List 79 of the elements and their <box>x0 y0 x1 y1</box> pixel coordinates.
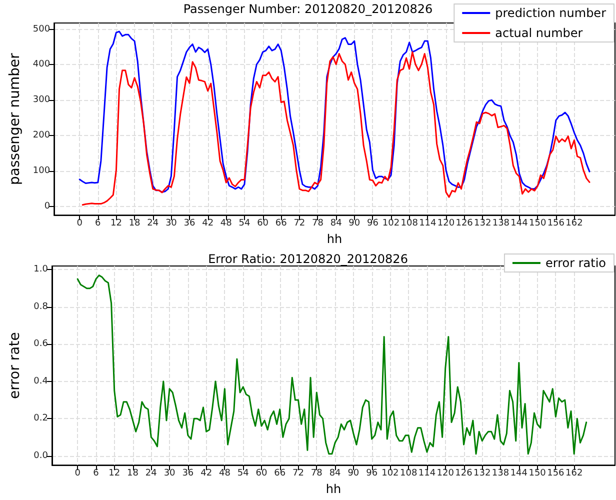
x-tick-label: 126 <box>455 468 473 479</box>
x-axis-title: hh <box>326 232 342 246</box>
y-tick-label: 0.4 <box>34 376 48 386</box>
x-tick-label: 102 <box>382 218 400 229</box>
x-tick-label: 12 <box>110 218 122 229</box>
x-tick-label: 150 <box>528 468 546 479</box>
x-tick-label: 54 <box>238 218 250 229</box>
y-tick-label: 0.8 <box>34 302 48 312</box>
legend-label: prediction number <box>495 6 606 20</box>
x-tick-label: 24 <box>147 218 159 229</box>
y-tick-label: 500 <box>32 24 50 34</box>
x-tick-label: 66 <box>275 218 288 229</box>
x-tick-label: 18 <box>128 218 141 229</box>
x-tick-label: 108 <box>400 218 418 229</box>
chart-title: Passenger Number: 20120820_20120826 <box>183 2 433 16</box>
legend-label: actual number <box>495 26 583 40</box>
x-tick-label: 54 <box>237 468 250 479</box>
x-tick-label: 66 <box>274 468 286 479</box>
x-tick-label: 96 <box>366 468 378 479</box>
x-tick-label: 150 <box>529 218 546 229</box>
x-tick-label: 162 <box>566 218 583 229</box>
x-tick-label: 102 <box>382 468 399 479</box>
y-axis-title: passenger number <box>7 52 23 185</box>
x-tick-label: 132 <box>474 468 491 479</box>
y-tick-label: 1.0 <box>34 264 48 275</box>
x-tick-label: 90 <box>348 468 360 479</box>
x-tick-label: 162 <box>565 468 583 479</box>
x-tick-label: 126 <box>456 218 474 229</box>
x-tick-label: 60 <box>256 468 268 479</box>
y-tick-label: 100 <box>32 166 50 176</box>
y-tick-label: 0.2 <box>34 414 48 424</box>
x-tick-label: 6 <box>95 218 102 229</box>
chart-title: Error Ratio: 20120820_20120826 <box>208 252 408 266</box>
x-tick-label: 42 <box>200 468 212 479</box>
y-tick-label: 0 <box>44 201 50 212</box>
line-series <box>82 51 590 206</box>
x-tick-label: 72 <box>292 468 304 479</box>
x-tick-label: 138 <box>492 218 510 229</box>
legend-label: error ratio <box>545 256 606 270</box>
x-tick-label: 48 <box>220 218 232 229</box>
x-tick-label: 156 <box>547 218 565 229</box>
x-tick-label: 90 <box>348 218 360 229</box>
x-tick-label: 0 <box>76 218 83 229</box>
x-tick-label: 42 <box>202 218 214 229</box>
x-tick-label: 108 <box>400 468 418 479</box>
x-tick-label: 72 <box>294 218 306 229</box>
y-tick-label: 0.6 <box>34 339 48 350</box>
x-tick-label: 60 <box>257 218 269 229</box>
x-tick-label: 36 <box>182 468 194 479</box>
y-tick-label: 300 <box>32 95 50 106</box>
x-tick-label: 78 <box>310 468 323 479</box>
x-tick-label: 84 <box>329 468 342 479</box>
x-tick-label: 36 <box>184 218 196 229</box>
x-tick-label: 120 <box>437 218 455 229</box>
y-tick-label: 400 <box>32 60 50 70</box>
y-axis-title: error rate <box>7 332 23 399</box>
x-tick-label: 144 <box>510 468 528 479</box>
x-tick-label: 30 <box>164 468 176 479</box>
x-tick-label: 120 <box>436 468 454 479</box>
x-tick-label: 114 <box>419 218 437 229</box>
line-series <box>76 274 588 455</box>
x-tick-label: 18 <box>127 468 139 479</box>
x-tick-label: 78 <box>312 218 324 229</box>
y-tick-label: 0.0 <box>34 450 48 461</box>
x-tick-label: 12 <box>108 468 120 479</box>
x-tick-label: 0 <box>74 468 81 479</box>
x-tick-label: 48 <box>218 468 231 479</box>
x-tick-label: 114 <box>418 468 436 479</box>
x-tick-label: 132 <box>474 218 492 229</box>
x-tick-label: 6 <box>93 468 100 479</box>
x-tick-label: 96 <box>366 218 379 229</box>
x-tick-label: 144 <box>510 218 528 229</box>
x-tick-label: 138 <box>492 468 510 479</box>
y-tick-label: 200 <box>32 130 50 140</box>
x-tick-label: 84 <box>330 218 342 229</box>
x-tick-label: 30 <box>165 218 178 229</box>
x-tick-label: 24 <box>145 468 158 479</box>
x-axis-title: hh <box>326 482 342 496</box>
x-tick-label: 156 <box>547 468 565 479</box>
